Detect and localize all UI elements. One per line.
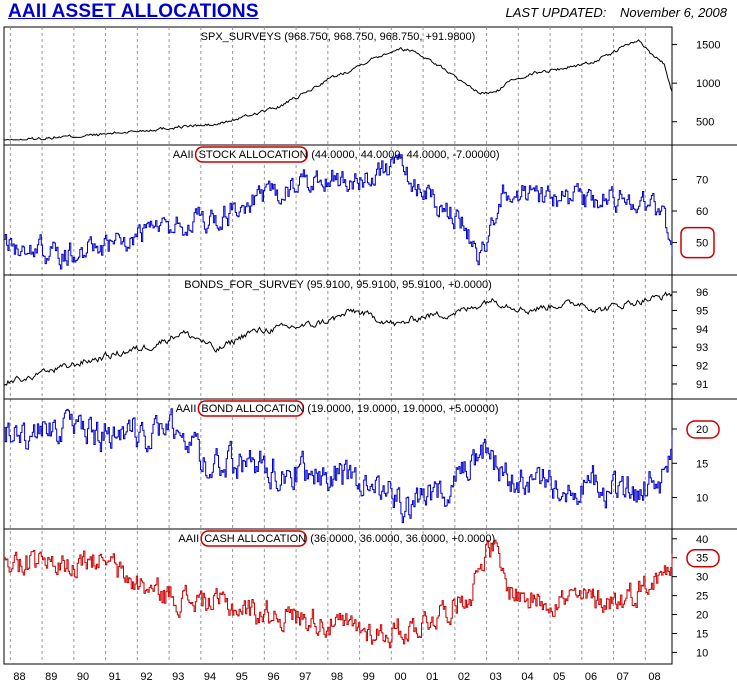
x-tick-label: 02 xyxy=(458,671,470,683)
x-tick-label: 90 xyxy=(77,671,89,683)
x-tick-label: 03 xyxy=(490,671,502,683)
y-tick-label: 96 xyxy=(696,287,708,299)
x-tick-label: 04 xyxy=(521,671,533,683)
y-tick-label: 92 xyxy=(696,361,708,373)
series-label-values: (19.0000, 19.0000, 19.0000, +5.00000) xyxy=(307,403,498,415)
x-tick-label: 92 xyxy=(140,671,152,683)
x-tick-label: 94 xyxy=(204,671,216,683)
y-tick-label: 35 xyxy=(696,553,708,565)
series-label-highlight: CASH ALLOCATION xyxy=(204,533,306,545)
series-label-prefix: AAII xyxy=(178,533,199,545)
y-tick-label: 95 xyxy=(696,305,708,317)
y-tick-label: 40 xyxy=(696,534,708,546)
last-updated-date: November 6, 2008 xyxy=(620,5,727,20)
y-tick-label: 15 xyxy=(696,628,708,640)
x-tick-label: 96 xyxy=(267,671,279,683)
x-tick-label: 88 xyxy=(13,671,25,683)
y-tick-label: 1000 xyxy=(696,78,720,90)
x-tick-label: 91 xyxy=(109,671,121,683)
y-tick-label: 1500 xyxy=(696,40,720,52)
y-tick-label: 10 xyxy=(696,647,708,659)
y-tick-label: 60 xyxy=(696,206,708,218)
x-tick-label: 00 xyxy=(394,671,406,683)
series-label-values: (36.0000, 36.0000, 36.0000, +0.0000) xyxy=(310,533,495,545)
y-tick-label: 70 xyxy=(696,174,708,186)
series-label-highlight: BOND ALLOCATION xyxy=(201,403,304,415)
x-tick-label: 06 xyxy=(585,671,597,683)
series-line-4 xyxy=(4,408,673,524)
y-tick-label: 30 xyxy=(696,572,708,584)
label-highlight-oval xyxy=(197,400,305,417)
x-tick-label: 89 xyxy=(45,671,57,683)
series-label: SPX_SURVEYS (968.750, 968.750, 968.750, … xyxy=(201,31,476,43)
series-line-1 xyxy=(4,39,673,141)
y-tick-label: 25 xyxy=(696,591,708,603)
y-tick-label: 20 xyxy=(696,610,708,622)
series-line-3 xyxy=(3,291,673,386)
x-tick-label: 97 xyxy=(299,671,311,683)
y-tick-label: 500 xyxy=(696,117,714,129)
label-highlight-oval xyxy=(200,530,307,547)
chart-frame xyxy=(3,26,673,665)
series-label-prefix: AAII xyxy=(176,403,197,415)
x-tick-label: 01 xyxy=(426,671,438,683)
last-updated-label: LAST UPDATED: xyxy=(505,5,607,20)
x-tick-label: 07 xyxy=(617,671,629,683)
value-highlight-box xyxy=(680,226,715,259)
y-tick-label: 94 xyxy=(696,324,708,336)
y-tick-label: 10 xyxy=(696,493,708,505)
x-tick-label: 95 xyxy=(236,671,248,683)
series-label-values: (44.0000, 44.0000, 44.0000, -7.00000) xyxy=(311,149,499,161)
y-tick-label: 15 xyxy=(696,458,708,470)
page-title: AAII ASSET ALLOCATIONS xyxy=(8,1,259,22)
value-highlight-oval xyxy=(686,420,720,439)
x-tick-label: 93 xyxy=(172,671,184,683)
x-tick-label: 99 xyxy=(363,671,375,683)
y-tick-label: 91 xyxy=(696,379,708,391)
series-label: BONDS_FOR_SURVEY (95.9100, 95.9100, 95.9… xyxy=(184,279,491,291)
series-label-highlight: STOCK ALLOCATION xyxy=(199,149,308,161)
x-tick-label: 05 xyxy=(553,671,565,683)
value-highlight-oval xyxy=(686,548,720,568)
label-highlight-oval xyxy=(194,146,308,163)
y-tick-label: 93 xyxy=(696,342,708,354)
x-tick-label: 08 xyxy=(648,671,660,683)
y-tick-label: 50 xyxy=(696,238,708,250)
series-label-prefix: AAII xyxy=(173,149,194,161)
series-line-5 xyxy=(4,539,673,649)
x-tick-label: 98 xyxy=(331,671,343,683)
last-updated: LAST UPDATED: November 6, 2008 xyxy=(496,5,727,20)
y-tick-label: 20 xyxy=(696,424,708,436)
series-line-2 xyxy=(4,153,673,270)
